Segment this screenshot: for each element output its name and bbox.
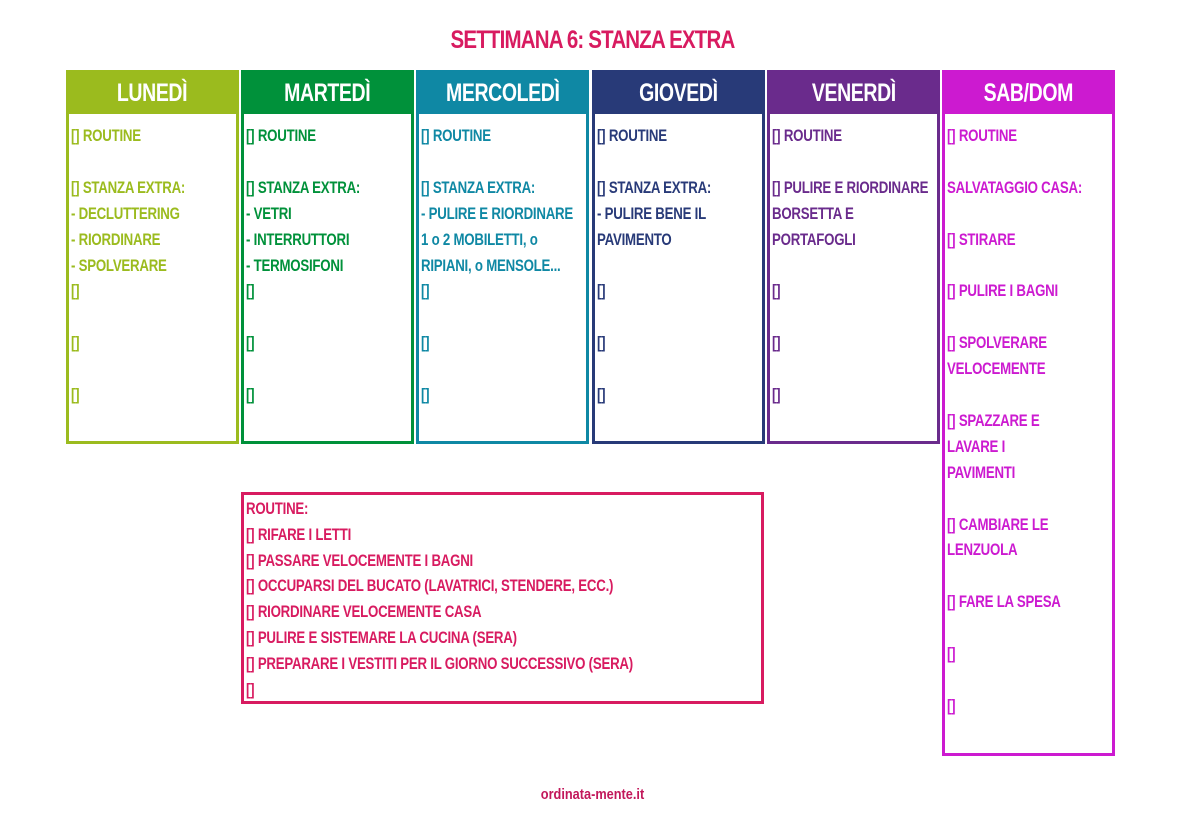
checklist-item: [] STANZA EXTRA: xyxy=(421,177,536,197)
footer-site: ordinata-mente.it xyxy=(540,786,645,803)
column-sab: SAB/DOM [] ROUTINE SALVATAGGIO CASA: [] STI… xyxy=(942,70,1115,756)
checklist-item: [] STIRARE xyxy=(947,229,1016,249)
checklist-item: [] STANZA EXTRA: xyxy=(597,177,712,197)
checklist-item: [] ROUTINE xyxy=(246,126,316,145)
routine-item: [] PULIRE E SISTEMARE LA CUCINA (SERA) xyxy=(246,628,517,647)
checklist-item: [] xyxy=(597,333,606,353)
checklist-item: - DECLUTTERING xyxy=(71,203,180,223)
column-header-label: LUNEDÌ xyxy=(117,79,188,107)
column-lun: LUNEDÌ [] ROUTINE [] STANZA EXTRA: - DECLUT… xyxy=(66,70,239,444)
column-header: GIOVEDÌ xyxy=(595,73,762,114)
column-header-label: GIOVEDÌ xyxy=(639,79,718,107)
checklist-item: - VETRI xyxy=(246,203,292,223)
checklist-item: [] xyxy=(597,385,606,404)
column-header: LUNEDÌ xyxy=(69,73,236,114)
checklist-item: [] ROUTINE xyxy=(71,126,141,145)
column-header-label: MARTEDÌ xyxy=(284,79,371,107)
checklist-item: [] xyxy=(421,281,430,301)
checklist-item: [] SPOLVERARE xyxy=(947,333,1047,353)
column-header: MARTEDÌ xyxy=(244,73,411,114)
checklist-item: [] xyxy=(71,385,80,404)
checklist-item: [] FARE LA SPESA xyxy=(947,592,1061,612)
checklist-item: [] ROUTINE xyxy=(772,126,842,145)
column-header-label: SAB/DOM xyxy=(983,79,1074,107)
checklist-item: [] xyxy=(772,281,781,301)
checklist-item: LAVARE I xyxy=(947,436,1006,456)
routine-item: [] RIFARE I LETTI xyxy=(246,524,352,544)
checklist-item: [] xyxy=(246,385,255,404)
checklist-item: BORSETTA E xyxy=(772,203,854,223)
checklist-item: PAVIMENTO xyxy=(597,229,672,249)
routine-item: [] RIORDINARE VELOCEMENTE CASA xyxy=(246,602,482,622)
checklist-item: PORTAFOGLI xyxy=(772,229,856,249)
checklist-item: VELOCEMENTE xyxy=(947,359,1046,379)
checklist-item: [] xyxy=(246,281,255,301)
checklist-item: - PULIRE E RIORDINARE xyxy=(421,203,574,223)
checklist-item: SALVATAGGIO CASA: xyxy=(947,177,1083,197)
checklist-item: LENZUOLA xyxy=(947,540,1018,560)
checklist-item: - INTERRUTTORI xyxy=(246,229,350,249)
checklist-item: PAVIMENTI xyxy=(947,462,1016,482)
column-mar: MARTEDÌ [] ROUTINE [] STANZA EXTRA: - VETRI… xyxy=(241,70,414,444)
checklist-item: [] xyxy=(947,644,956,663)
checklist-item: [] STANZA EXTRA: xyxy=(71,177,186,197)
column-ven: VENERDÌ [] ROUTINE [] PULIRE E RIORDINARE B… xyxy=(767,70,940,444)
routine-item: [] xyxy=(246,679,255,699)
checklist-item: [] xyxy=(772,333,781,353)
routine-item: [] OCCUPARSI DEL BUCATO (LAVATRICI, STEN… xyxy=(246,576,614,596)
checklist-item: [] xyxy=(947,695,956,715)
checklist-item: [] PULIRE E RIORDINARE xyxy=(772,177,929,197)
checklist-item: [] ROUTINE xyxy=(421,126,491,145)
column-header-label: VENERDÌ xyxy=(811,79,896,107)
routine-item: [] PASSARE VELOCEMENTE I BAGNI xyxy=(246,550,474,570)
checklist-item: [] xyxy=(772,385,781,404)
column-header: VENERDÌ xyxy=(770,73,937,114)
checklist-item: - PULIRE BENE IL xyxy=(597,203,706,223)
column-header-label: MERCOLEDÌ xyxy=(445,79,560,107)
checklist-item: [] ROUTINE xyxy=(947,126,1017,145)
page-title: SETTIMANA 6: STANZA EXTRA xyxy=(450,26,736,54)
checklist-item: - TERMOSIFONI xyxy=(246,255,344,275)
checklist-item: [] CAMBIARE LE xyxy=(947,514,1049,534)
column-gio: GIOVEDÌ [] ROUTINE [] STANZA EXTRA: - PULIR… xyxy=(592,70,765,444)
checklist-item: [] STANZA EXTRA: xyxy=(246,177,361,197)
checklist-item: RIPIANI, o MENSOLE... xyxy=(421,255,561,275)
column-mer: MERCOLEDÌ [] ROUTINE [] STANZA EXTRA: - PUL… xyxy=(416,70,589,444)
checklist-item: [] SPAZZARE E xyxy=(947,410,1040,430)
checklist-item: [] xyxy=(246,333,255,353)
checklist-item: [] xyxy=(421,385,430,404)
checklist-item: - RIORDINARE xyxy=(71,229,161,249)
checklist-item: [] xyxy=(71,281,80,301)
checklist-item: [] xyxy=(597,281,606,301)
checklist-item: [] PULIRE I BAGNI xyxy=(947,281,1058,301)
routine-heading: ROUTINE: xyxy=(246,499,309,518)
checklist-item: - SPOLVERARE xyxy=(71,255,167,275)
routine-item: [] PREPARARE I VESTITI PER IL GIORNO SUC… xyxy=(246,653,633,673)
checklist-item: [] ROUTINE xyxy=(597,126,667,145)
checklist-item: [] xyxy=(421,333,430,353)
column-header: SAB/DOM xyxy=(945,73,1112,114)
checklist-item: 1 o 2 MOBILETTI, o xyxy=(421,229,538,249)
routine-box: ROUTINE: [] RIFARE I LETTI [] PASSARE VELO… xyxy=(241,492,764,704)
checklist-item: [] xyxy=(71,333,80,353)
column-header: MERCOLEDÌ xyxy=(419,73,586,114)
